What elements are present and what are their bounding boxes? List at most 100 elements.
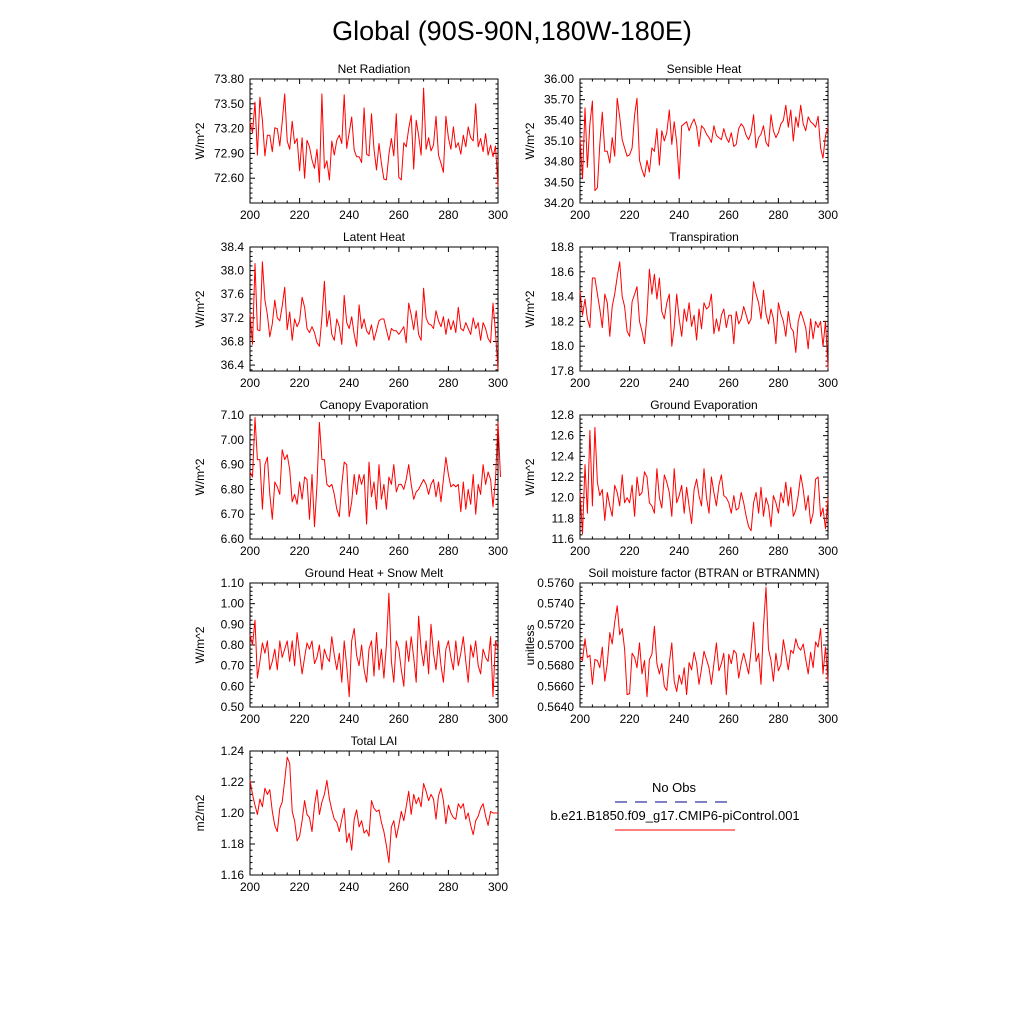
panel-ground-heat-snow-melt-xtick-label: 200 [240,712,260,726]
panel-latent-heat-frame [249,246,499,372]
panel-ground-heat-snow-melt-title: Ground Heat + Snow Melt [305,566,444,580]
panel-canopy-evaporation-ytick-label: 6.70 [221,507,245,521]
panel-transpiration-xtick-label: 280 [768,376,788,390]
panel-ground-evaporation-ytick-label: 12.2 [551,470,575,484]
panel-sensible-heat-ytick-label: 35.40 [544,113,574,127]
panel-latent-heat-xtick-label: 280 [438,376,458,390]
panel-net-radiation-ytick-label: 73.20 [214,122,244,136]
panel-ground-heat-snow-melt-ytick-label: 0.70 [221,659,245,673]
panel-ground-heat-snow-melt-xtick-label: 260 [389,712,409,726]
panel-ground-evaporation-xtick-label: 300 [818,544,838,558]
panel-total-lai-xtick-label: 220 [290,880,310,894]
panel-ground-evaporation-ytick-label: 12.6 [551,429,575,443]
panel-ground-evaporation-xtick-label: 240 [669,544,689,558]
panel-canopy-evaporation-ylabel: W/m^2 [193,458,207,495]
panel-net-radiation-ytick-label: 73.80 [214,72,244,86]
panel-sensible-heat-ytick-label: 35.10 [544,134,574,148]
panel-sensible-heat: Sensible Heat 200 220 240 260 280 300 34.20 34.5… [523,62,838,222]
panel-total-lai-ytick-label: 1.20 [221,806,245,820]
panel-transpiration-xtick-label: 240 [669,376,689,390]
legend: No Obs b.e21.B1850.f09_g17.CMIP6-piContr… [550,780,800,831]
panel-total-lai-frame [249,750,499,876]
panel-soil-moisture-factor-btran-or-btranmn-xtick-label: 260 [719,712,739,726]
panel-net-radiation-ylabel: W/m^2 [193,122,207,159]
panel-total-lai-xtick-label: 300 [488,880,508,894]
panel-ground-evaporation-ytick-label: 12.8 [551,408,575,422]
panel-ground-heat-snow-melt-xtick-label: 300 [488,712,508,726]
panel-ground-evaporation-ylabel: W/m^2 [523,458,537,495]
panel-ground-heat-snow-melt-ytick-label: 1.00 [221,597,245,611]
panel-sensible-heat-ytick-label: 35.70 [544,93,574,107]
panel-ground-evaporation-title: Ground Evaporation [650,398,757,412]
panels: Net Radiation 200 220 240 260 280 300 72.60 72.9… [193,62,838,894]
legend-obs-label: No Obs [652,780,697,795]
panel-sensible-heat-xtick-label: 280 [768,208,788,222]
panel-sensible-heat-frame [579,78,829,204]
panel-transpiration-ytick-label: 18.0 [551,339,575,353]
panel-soil-moisture-factor-btran-or-btranmn: Soil moisture factor (BTRAN or BTRANMN) 2… [523,566,838,726]
panel-ground-evaporation-xtick-label: 220 [620,544,640,558]
panel-soil-moisture-factor-btran-or-btranmn-ytick-label: 0.5760 [537,576,574,590]
panel-transpiration-xtick-label: 260 [719,376,739,390]
panel-transpiration-ytick-label: 18.2 [551,314,575,328]
panel-net-radiation: Net Radiation 200 220 240 260 280 300 72.60 72.9… [193,62,508,222]
panel-total-lai-ytick-label: 1.16 [221,868,245,882]
legend-model-label: b.e21.B1850.f09_g17.CMIP6-piControl.001 [550,808,799,823]
panel-net-radiation-xtick-label: 220 [290,208,310,222]
panel-soil-moisture-factor-btran-or-btranmn-ytick-label: 0.5640 [537,700,574,714]
panel-latent-heat-ytick-label: 36.4 [221,358,245,372]
panel-total-lai-ylabel: m2/m2 [193,794,207,831]
panel-canopy-evaporation-ytick-label: 6.90 [221,458,245,472]
panel-ground-evaporation-ytick-label: 12.4 [551,449,575,463]
panel-transpiration-xtick-label: 300 [818,376,838,390]
panel-canopy-evaporation-ytick-label: 7.10 [221,408,245,422]
panel-ground-heat-snow-melt-xtick-label: 240 [339,712,359,726]
panel-net-radiation-xtick-label: 240 [339,208,359,222]
panel-ground-heat-snow-melt-xtick-label: 220 [290,712,310,726]
panel-sensible-heat-xtick-label: 260 [719,208,739,222]
panel-ground-evaporation-frame [579,414,829,540]
panel-sensible-heat-ylabel: W/m^2 [523,122,537,159]
panel-soil-moisture-factor-btran-or-btranmn-ytick-label: 0.5680 [537,659,574,673]
panel-canopy-evaporation-frame [249,414,499,540]
panel-ground-heat-snow-melt-series-line [249,592,499,698]
panel-canopy-evaporation-xtick-label: 280 [438,544,458,558]
panel-soil-moisture-factor-btran-or-btranmn-title: Soil moisture factor (BTRAN or BTRANMN) [588,566,819,580]
panel-ground-heat-snow-melt: Ground Heat + Snow Melt 200 220 240 260 280 30… [193,566,508,726]
panel-total-lai-xtick-label: 280 [438,880,458,894]
panel-soil-moisture-factor-btran-or-btranmn-ytick-label: 0.5720 [537,617,574,631]
panel-ground-heat-snow-melt-ytick-label: 0.50 [221,700,245,714]
panel-ground-evaporation-series-line [579,426,829,535]
panel-ground-evaporation-xtick-label: 260 [719,544,739,558]
panel-canopy-evaporation-xtick-label: 300 [488,544,508,558]
panel-net-radiation-ytick-label: 72.60 [214,171,244,185]
panel-ground-heat-snow-melt-ylabel: W/m^2 [193,626,207,663]
panel-latent-heat-xtick-label: 200 [240,376,260,390]
panel-ground-heat-snow-melt-ytick-label: 0.60 [221,679,245,693]
panel-latent-heat-ytick-label: 38.4 [221,240,245,254]
panel-ground-heat-snow-melt-xtick-label: 280 [438,712,458,726]
panel-transpiration: Transpiration 200 220 240 260 280 300 17.8 18.0 1… [523,230,838,390]
panel-sensible-heat-xtick-label: 240 [669,208,689,222]
panel-transpiration-ytick-label: 17.8 [551,364,575,378]
panel-net-radiation-title: Net Radiation [338,62,411,76]
panel-sensible-heat-ytick-label: 34.20 [544,196,574,210]
panel-canopy-evaporation-xtick-label: 220 [290,544,310,558]
panel-total-lai-xtick-label: 240 [339,880,359,894]
panel-transpiration-frame [579,246,829,372]
panel-soil-moisture-factor-btran-or-btranmn-frame [579,582,829,708]
panel-sensible-heat-ytick-label: 34.80 [544,155,574,169]
panel-canopy-evaporation-xtick-label: 240 [339,544,359,558]
panel-canopy-evaporation-xtick-label: 200 [240,544,260,558]
panel-ground-evaporation-ytick-label: 11.6 [552,532,575,546]
panel-total-lai-ytick-label: 1.22 [221,775,245,789]
panel-ground-heat-snow-melt-ytick-label: 0.80 [221,638,245,652]
panel-sensible-heat-ytick-label: 36.00 [544,72,574,86]
panel-latent-heat-xtick-label: 240 [339,376,359,390]
panel-canopy-evaporation-ytick-label: 7.00 [221,433,245,447]
panel-total-lai-ytick-label: 1.18 [221,837,245,851]
panel-ground-evaporation-xtick-label: 280 [768,544,788,558]
panel-latent-heat-xtick-label: 220 [290,376,310,390]
panel-transpiration-title: Transpiration [669,230,739,244]
